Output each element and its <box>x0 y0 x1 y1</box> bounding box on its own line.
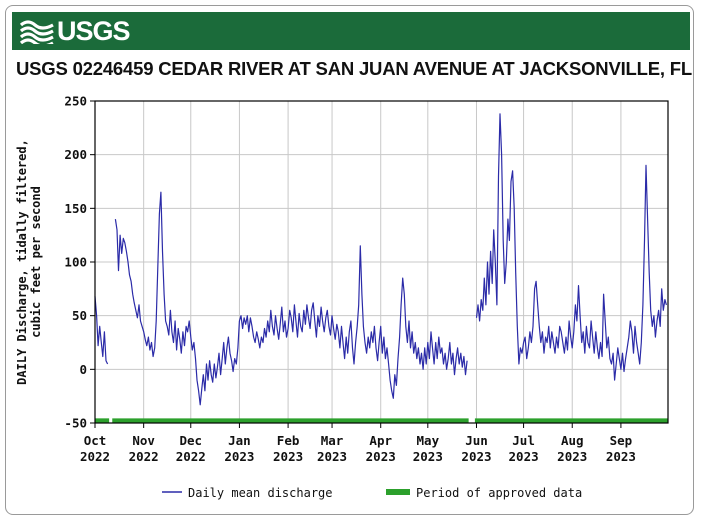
y-axis-label-line1: DAILY Discharge, tidally filtered, <box>15 139 29 385</box>
usgs-logo: USGS <box>20 15 131 47</box>
x-tick-label-month: Mar <box>321 433 344 448</box>
x-axis-ticks: Oct2022Nov2022Dec2022Jan2023Feb2023Mar20… <box>80 423 636 464</box>
x-tick-label-year: 2023 <box>461 449 491 464</box>
y-tick-label: 250 <box>64 94 87 109</box>
x-tick-label-month: Nov <box>132 433 155 448</box>
y-axis-label-line2: cubic feet per second <box>29 186 43 338</box>
x-tick-label-year: 2023 <box>557 449 587 464</box>
usgs-logo-text: USGS <box>57 16 131 46</box>
x-tick-label-month: Jul <box>512 433 535 448</box>
x-tick-label-year: 2023 <box>413 449 443 464</box>
x-tick-label-month: Apr <box>369 433 392 448</box>
x-tick-label-month: Dec <box>179 433 202 448</box>
x-tick-label-month: May <box>417 433 440 448</box>
y-tick-label: 100 <box>64 255 87 270</box>
discharge-line-segment <box>94 296 109 365</box>
y-axis-ticks: -50 0 50 100 150 200 250 <box>64 94 95 431</box>
x-tick-label-month: Sep <box>610 433 633 448</box>
discharge-line-segment <box>475 113 667 381</box>
x-tick-label-year: 2022 <box>176 449 206 464</box>
x-tick-label-year: 2022 <box>129 449 159 464</box>
x-tick-label-month: Jun <box>465 433 488 448</box>
discharge-line-segment <box>114 191 468 406</box>
x-tick-label-year: 2023 <box>606 449 636 464</box>
y-tick-label: 150 <box>64 201 87 216</box>
x-tick-label-month: Oct <box>84 433 107 448</box>
legend-label-approved: Period of approved data <box>416 486 582 500</box>
y-tick-label: 50 <box>72 308 87 323</box>
usgs-wave-icon <box>20 20 54 44</box>
x-tick-label-month: Jan <box>228 433 251 448</box>
x-tick-label-year: 2022 <box>80 449 110 464</box>
y-tick-label: 200 <box>64 147 87 162</box>
x-tick-label-year: 2023 <box>273 449 303 464</box>
legend: Daily mean discharge Period of approved … <box>162 486 582 500</box>
legend-label-discharge: Daily mean discharge <box>188 486 333 500</box>
x-tick-label-year: 2023 <box>317 449 347 464</box>
series-lines <box>94 113 667 406</box>
x-tick-label-year: 2023 <box>509 449 539 464</box>
y-tick-label: -50 <box>64 416 87 431</box>
usgs-banner: USGS <box>12 12 690 50</box>
grid <box>94 100 668 424</box>
chart-title: USGS 02246459 CEDAR RIVER AT SAN JUAN AV… <box>16 58 692 79</box>
x-tick-label-year: 2023 <box>224 449 254 464</box>
y-tick-label: 0 <box>79 362 87 377</box>
x-tick-label-month: Feb <box>277 433 300 448</box>
x-tick-label-month: Aug <box>561 433 584 448</box>
x-tick-label-year: 2023 <box>366 449 396 464</box>
figure-frame <box>5 5 694 515</box>
